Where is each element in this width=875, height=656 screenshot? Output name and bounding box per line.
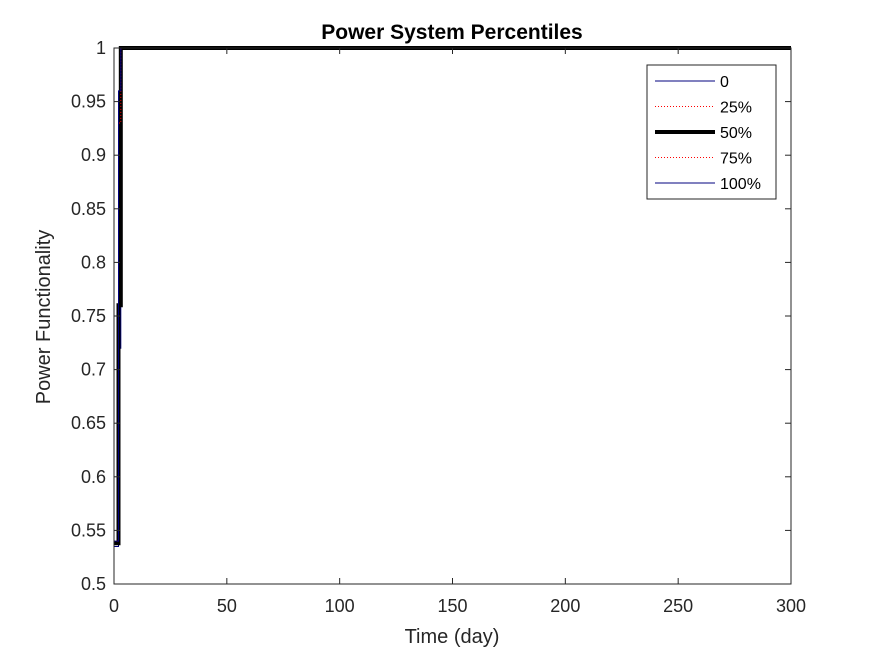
x-tick-label: 250 [663,596,693,616]
y-tick-label: 0.85 [71,199,106,219]
y-tick-label: 0.95 [71,92,106,112]
y-tick-label: 0.6 [81,467,106,487]
x-tick-label: 0 [109,596,119,616]
y-tick-label: 0.7 [81,360,106,380]
y-tick-label: 0.65 [71,413,106,433]
legend-label-0: 0 [720,74,729,91]
y-tick-label: 0.75 [71,306,106,326]
legend-label-1: 25% [720,100,752,117]
x-tick-label: 300 [776,596,806,616]
x-tick-label: 100 [325,596,355,616]
legend-label-4: 100% [720,176,761,193]
y-tick-label: 1 [96,38,106,58]
y-tick-label: 0.5 [81,574,106,594]
axes: 0 50 100 150 200 250 300 0.5 0.55 0.6 0.65 0.7 0.75 0… [71,38,806,616]
legend-label-3: 75% [720,151,752,168]
x-tick-label: 150 [437,596,467,616]
x-tick-label: 50 [217,596,237,616]
legend: 0 25% 50% 75% 100% [646,64,777,200]
y-tick-label: 0.9 [81,145,106,165]
legend-label-2: 50% [720,125,752,142]
chart-title: Power System Percentiles [321,21,582,44]
y-axis-label: Power Functionality [33,230,55,405]
x-tick-label: 200 [550,596,580,616]
x-axis-label: Time (day) [405,626,500,648]
y-tick-label: 0.55 [71,520,106,540]
y-tick-label: 0.8 [81,252,106,272]
